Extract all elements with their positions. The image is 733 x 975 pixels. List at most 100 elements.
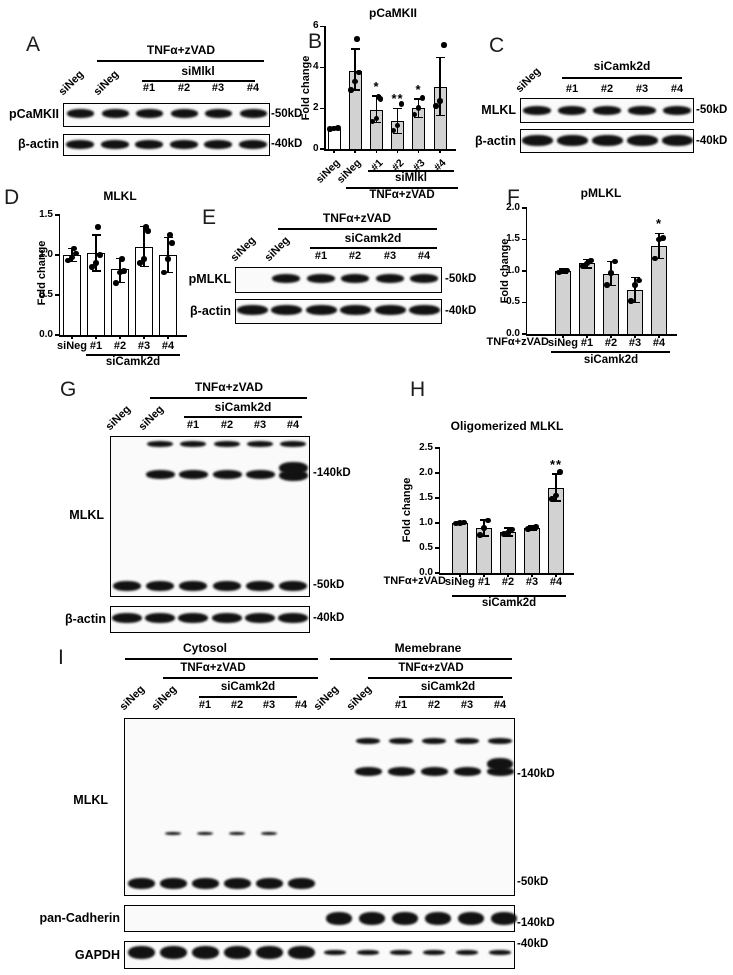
panel-f-error-cap xyxy=(654,257,664,260)
protein-band xyxy=(339,305,371,315)
panel-b-data-point xyxy=(411,111,418,118)
panel-g-letter: G xyxy=(60,378,77,401)
protein-band xyxy=(389,738,413,744)
panel-d-bar xyxy=(63,255,81,336)
panel-h-bar xyxy=(452,523,468,574)
panel-d-data-point xyxy=(113,280,119,286)
panel-i-kd-marker-50-mlkl: -50kD xyxy=(517,876,549,888)
protein-band xyxy=(101,140,129,149)
panel-a-lane-label-rotated: siNeg xyxy=(56,68,87,98)
protein-band xyxy=(486,767,514,776)
panel-d-x-tick xyxy=(143,335,145,339)
panel-d-data-point xyxy=(93,260,99,266)
panel-d-error-bar xyxy=(167,237,169,273)
protein-band xyxy=(287,878,315,889)
panel-h-y-tick-label: 0.0 xyxy=(419,566,433,578)
panel-f-x-tick xyxy=(586,334,588,338)
panel-i-membrane-lane-label-rotated: siNeg xyxy=(344,683,375,713)
panel-i-fraction-membrane: Memebrane xyxy=(394,641,462,655)
panel-f-x-category: #1 xyxy=(580,337,594,349)
protein-band xyxy=(326,912,352,925)
protein-band xyxy=(239,109,267,118)
protein-band xyxy=(408,305,440,315)
panel-g-lane-label: #1 xyxy=(186,419,200,431)
protein-band xyxy=(356,738,380,744)
panel-f-y-tick-label: 0.0 xyxy=(506,327,520,339)
protein-band xyxy=(159,946,187,959)
panel-e-treatment-underline xyxy=(278,228,437,230)
panel-b-data-point xyxy=(373,115,380,122)
panel-e-lane-label: #2 xyxy=(348,250,362,262)
panel-i-membrane-lane-label: #2 xyxy=(427,699,441,711)
panel-f-error-cap xyxy=(582,258,592,261)
panel-i-sirna-underline-cytosol xyxy=(199,696,297,698)
panel-f-x-category: siNeg xyxy=(548,337,578,349)
panel-a-kd-marker-40: -40kD xyxy=(271,138,303,150)
protein-band xyxy=(170,140,198,149)
panel-g-row-label-actin: β-actin xyxy=(65,612,106,626)
protein-band xyxy=(135,109,163,118)
protein-band-faint xyxy=(197,832,213,835)
panel-f-data-point xyxy=(652,255,658,262)
panel-h-bar xyxy=(524,528,540,574)
panel-g-sirna-underline xyxy=(184,416,302,418)
panel-e-letter: E xyxy=(202,206,217,229)
panel-c-lane-label-rotated: siNeg xyxy=(513,65,544,95)
protein-band xyxy=(410,274,438,283)
panel-f-y-tick-label: 2.0 xyxy=(506,201,520,213)
panel-f-data-point xyxy=(608,270,614,276)
panel-g-blot-actin xyxy=(110,606,310,633)
protein-band xyxy=(374,305,406,315)
panel-d-data-point xyxy=(167,232,173,238)
panel-h-y-tick xyxy=(434,572,439,574)
protein-band xyxy=(521,135,553,146)
panel-d-x-tick xyxy=(167,335,169,339)
panel-d-error-cap xyxy=(163,271,173,274)
panel-f-error-cap xyxy=(606,284,616,287)
panel-c-kd-marker-50: -50kD xyxy=(696,104,728,116)
protein-band xyxy=(170,109,198,118)
protein-band xyxy=(341,274,369,283)
protein-band xyxy=(178,613,208,623)
protein-band xyxy=(247,441,273,447)
protein-band xyxy=(270,305,302,315)
panel-g-lane-label-rotated: siNeg xyxy=(103,403,134,433)
panel-c-lane-label: #4 xyxy=(670,83,684,95)
protein-band xyxy=(204,140,232,149)
panel-h-error-cap xyxy=(479,519,489,521)
panel-d-x-category: #2 xyxy=(113,340,127,352)
panel-d-x-tick xyxy=(71,335,73,339)
panel-d-error-cap xyxy=(115,281,125,283)
panel-g-treatment-underline xyxy=(150,397,307,399)
panel-h-data-point xyxy=(457,520,463,526)
protein-band xyxy=(204,109,232,118)
protein-band xyxy=(145,613,175,623)
panel-f-error-bar xyxy=(634,277,636,303)
panel-e-lane-label-rotated: siNeg xyxy=(228,234,259,264)
panel-d-data-point xyxy=(143,224,149,230)
panel-h-error-cap xyxy=(551,500,561,502)
panel-a-kd-marker-50: -50kD xyxy=(271,108,303,120)
panel-f-data-point xyxy=(636,277,642,284)
panel-d-data-point xyxy=(89,264,95,270)
protein-band xyxy=(180,441,206,447)
panel-b-data-point xyxy=(375,94,382,100)
panel-f-data-point xyxy=(584,260,590,267)
panel-d-x-tick xyxy=(119,335,121,339)
panel-i-treatment-underline-membrane xyxy=(368,677,512,679)
panel-d-data-point xyxy=(117,269,123,276)
panel-d-y-tick xyxy=(54,294,59,296)
panel-d-y-tick xyxy=(54,254,59,256)
protein-band xyxy=(191,946,219,959)
panel-b-y-tick-label: 0 xyxy=(312,142,319,154)
panel-h-x-tick xyxy=(555,573,557,577)
panel-f-y-tick-label: 0.5 xyxy=(506,296,520,307)
panel-d-chart-title: MLKL xyxy=(103,189,137,203)
panel-b-data-point xyxy=(415,105,422,111)
protein-band xyxy=(663,106,691,115)
panel-i-treatment-underline-cytosol xyxy=(163,677,318,679)
panel-h-error-cap xyxy=(479,535,489,537)
panel-b-error-cap xyxy=(435,56,445,58)
panel-i-membrane-lane-label: #3 xyxy=(460,699,474,711)
panel-b-y-tick xyxy=(320,25,324,28)
